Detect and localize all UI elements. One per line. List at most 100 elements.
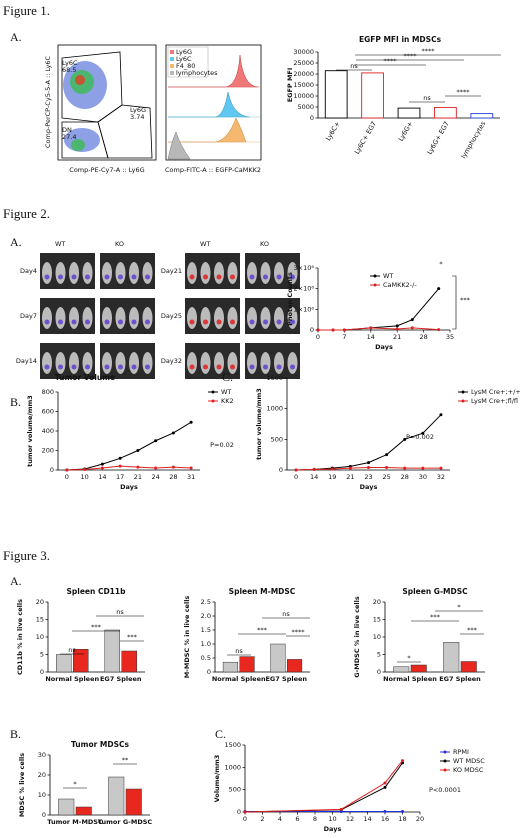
legend-marker bbox=[211, 390, 215, 394]
figure-label: Figure 1. bbox=[3, 3, 50, 18]
mouse bbox=[142, 262, 153, 284]
signal bbox=[230, 274, 235, 280]
bar bbox=[73, 649, 89, 673]
x-tick-label: 0 bbox=[294, 473, 298, 481]
signal bbox=[189, 274, 195, 280]
legend-text: WT bbox=[383, 272, 393, 280]
scatter-cloud bbox=[71, 139, 85, 151]
gate-name: DN bbox=[62, 126, 72, 134]
signal bbox=[276, 274, 282, 280]
mouse bbox=[102, 307, 112, 329]
point bbox=[243, 810, 247, 814]
annotation: ns bbox=[282, 610, 290, 618]
mouse bbox=[69, 352, 79, 374]
point bbox=[385, 466, 389, 470]
y-tick-label: 10000 bbox=[293, 92, 314, 100]
mouse bbox=[287, 307, 298, 329]
mouse bbox=[214, 352, 224, 374]
point bbox=[154, 439, 158, 443]
bar bbox=[222, 661, 238, 673]
x-tick-label: Normal Spleen bbox=[45, 675, 99, 683]
figure-label: Figure 3. bbox=[3, 548, 50, 563]
histogram-curve bbox=[168, 117, 247, 143]
x-tick-label: 0 bbox=[243, 815, 247, 823]
y-tick-label: 500 bbox=[271, 435, 283, 443]
mouse bbox=[187, 307, 197, 329]
x-tick-label: 25 bbox=[382, 473, 390, 481]
legend-swatch bbox=[170, 71, 174, 75]
signal bbox=[44, 274, 50, 280]
point bbox=[339, 807, 343, 811]
mouse bbox=[129, 307, 139, 329]
line bbox=[66, 421, 192, 471]
chart-title: Tumor Volume bbox=[55, 373, 115, 382]
point bbox=[83, 468, 87, 472]
signal bbox=[85, 364, 90, 370]
mouse bbox=[55, 352, 66, 374]
mouse bbox=[129, 352, 139, 374]
y-tick-label: 30 bbox=[38, 751, 46, 759]
signal bbox=[85, 274, 90, 280]
bar bbox=[104, 629, 121, 673]
signal bbox=[249, 319, 255, 325]
legend-marker bbox=[373, 283, 377, 287]
x-tick-label: 35 bbox=[446, 333, 454, 341]
x-tick-label: Tumor G-MDSC bbox=[98, 818, 153, 826]
axis-label: Comp-FITC-A :: EGFP-CaMKK2 bbox=[165, 166, 261, 174]
signal bbox=[216, 274, 222, 280]
x-tick-label: 21 bbox=[134, 473, 142, 481]
chart-title: Spleen G-MDSC bbox=[402, 587, 468, 596]
annotation: ns bbox=[235, 647, 243, 655]
mouse bbox=[227, 262, 238, 284]
bar bbox=[287, 659, 303, 673]
y-tick-label: 20 bbox=[38, 771, 46, 779]
day-label: Day7 bbox=[20, 312, 37, 320]
point bbox=[367, 461, 370, 465]
y-tick-label: 0 bbox=[279, 466, 283, 474]
y-tick-label: 5 bbox=[40, 651, 44, 659]
axis-label: Comp-PE-Cy7-A :: Ly6G bbox=[69, 166, 144, 174]
legend-swatch bbox=[170, 50, 174, 54]
flow-scatter bbox=[57, 44, 157, 161]
legend-marker bbox=[373, 274, 377, 278]
panel-label: C. bbox=[222, 370, 233, 384]
x-tick-label: 8 bbox=[313, 815, 317, 823]
y-tick-label: 200 bbox=[42, 447, 54, 455]
signal bbox=[290, 319, 295, 325]
point bbox=[403, 466, 407, 470]
mouse bbox=[260, 307, 271, 329]
y-tick-label: 25000 bbox=[293, 59, 314, 67]
column-label: WT bbox=[55, 240, 65, 248]
legend-marker bbox=[211, 399, 215, 403]
panel-label: A. bbox=[10, 235, 22, 249]
bar bbox=[75, 806, 92, 816]
signal bbox=[216, 319, 222, 325]
annotation: **** bbox=[422, 47, 436, 55]
signal bbox=[276, 319, 282, 325]
x-tick-label: 14 bbox=[363, 815, 371, 823]
annotation: ns bbox=[350, 62, 358, 70]
mouse bbox=[287, 262, 298, 284]
point bbox=[312, 467, 316, 471]
y-axis-label: M-MDSC % in live cells bbox=[183, 596, 191, 679]
mouse bbox=[214, 307, 224, 329]
x-tick-label: 28 bbox=[401, 473, 409, 481]
signal bbox=[58, 274, 63, 280]
mouse bbox=[102, 262, 112, 284]
legend-text: lymphocytes bbox=[176, 69, 218, 77]
y-tick-label: 0 bbox=[310, 114, 314, 122]
day-label: Day21 bbox=[161, 267, 182, 275]
legend-marker bbox=[443, 768, 447, 772]
y-tick-label: 20 bbox=[373, 598, 381, 606]
point bbox=[65, 468, 69, 472]
point bbox=[171, 465, 175, 469]
mouse bbox=[260, 262, 271, 284]
mouse bbox=[142, 352, 153, 374]
x-axis-label: Days bbox=[120, 483, 138, 491]
y-tick-label: 0 bbox=[50, 466, 54, 474]
annotation: ns bbox=[116, 608, 124, 616]
bar bbox=[125, 788, 142, 816]
chart-title: Spleen M-MDSC bbox=[229, 587, 296, 596]
x-tick-label: 4 bbox=[278, 815, 282, 823]
mouse bbox=[69, 307, 79, 329]
